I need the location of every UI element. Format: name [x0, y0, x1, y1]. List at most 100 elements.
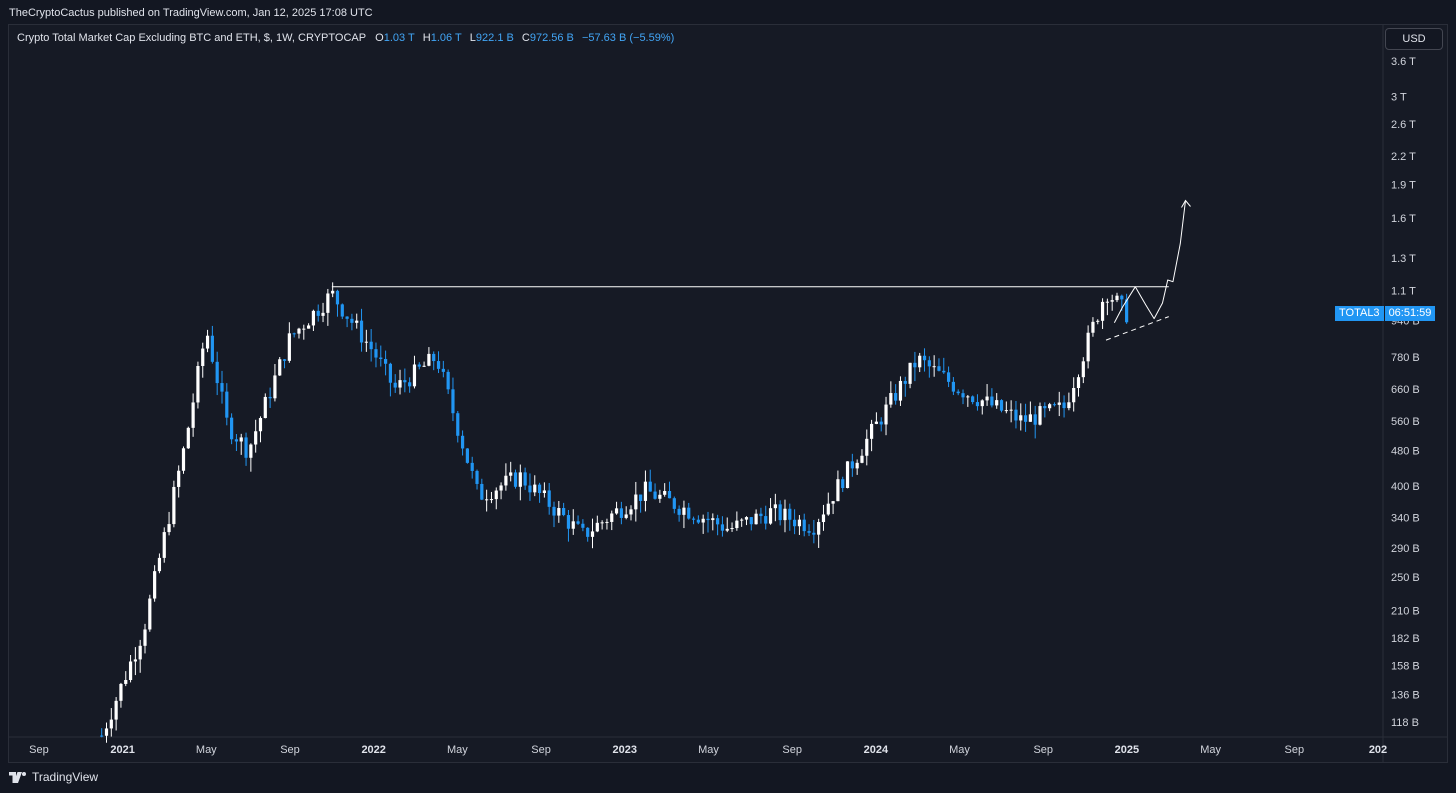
- candle: [716, 514, 720, 536]
- projection-path: [1113, 200, 1187, 323]
- candle: [109, 708, 113, 737]
- candle: [711, 513, 715, 531]
- price-axis-label: 210 B: [1391, 606, 1420, 618]
- price-tag-ticker: TOTAL3: [1335, 306, 1384, 321]
- candle: [552, 501, 556, 528]
- candle: [1067, 392, 1071, 411]
- price-axis-label: 1.1 T: [1391, 285, 1416, 297]
- price-axis-label: 400 B: [1391, 481, 1420, 493]
- candle: [691, 516, 696, 525]
- candle: [831, 500, 835, 515]
- candle: [1062, 395, 1066, 418]
- candle: [850, 453, 854, 477]
- candle: [210, 325, 214, 364]
- candle: [427, 347, 431, 367]
- candle: [316, 304, 320, 322]
- candle: [403, 368, 407, 393]
- candle: [408, 377, 412, 393]
- candle: [802, 513, 806, 537]
- high-label: H: [422, 32, 431, 44]
- candle: [971, 395, 975, 405]
- candle: [494, 487, 498, 510]
- currency-button[interactable]: USD: [1385, 28, 1443, 50]
- price-axis-label: 560 B: [1391, 416, 1420, 428]
- candle: [254, 419, 258, 453]
- candle: [894, 384, 898, 405]
- candle: [778, 500, 782, 526]
- price-axis-label: 2.6 T: [1391, 119, 1416, 131]
- candle: [456, 411, 460, 443]
- candle: [369, 329, 373, 362]
- price-axis-label: 118 B: [1391, 717, 1419, 729]
- candle: [648, 469, 652, 492]
- time-axis-label: May: [698, 744, 719, 756]
- price-axis-label: 1.3 T: [1391, 253, 1416, 265]
- candle: [355, 313, 359, 329]
- candle: [143, 623, 147, 654]
- candle: [1081, 357, 1085, 384]
- close-label: C: [521, 32, 530, 44]
- candle: [104, 722, 109, 743]
- candle: [759, 507, 763, 524]
- price-tag: TOTAL3 06:51:59: [1335, 306, 1436, 321]
- published-info: TheCryptoCactus published on TradingView…: [9, 7, 373, 19]
- candle: [263, 393, 267, 419]
- candle: [793, 509, 797, 535]
- candle: [412, 355, 417, 389]
- candle: [586, 527, 590, 542]
- candle: [268, 387, 272, 408]
- time-axis-label: 2021: [110, 744, 134, 756]
- candle: [547, 483, 551, 515]
- candle: [1009, 400, 1013, 423]
- candle: [619, 501, 623, 525]
- candle: [764, 505, 768, 530]
- time-axis-label: 2024: [864, 744, 889, 756]
- candle: [754, 509, 758, 525]
- candle: [523, 467, 527, 490]
- candle: [153, 565, 157, 602]
- candle: [821, 504, 826, 531]
- candle: [600, 520, 604, 530]
- candle: [788, 503, 792, 531]
- candle: [581, 519, 585, 532]
- candle: [653, 483, 657, 500]
- candle: [869, 419, 874, 452]
- candle: [946, 366, 951, 388]
- candle: [634, 481, 638, 522]
- candle: [783, 499, 787, 533]
- candle: [841, 476, 845, 493]
- candle: [542, 482, 546, 498]
- candle: [157, 553, 162, 574]
- candle: [133, 647, 137, 676]
- candle: [1115, 292, 1119, 303]
- candle: [441, 360, 445, 378]
- candle: [1091, 317, 1095, 337]
- candle: [364, 329, 368, 352]
- candle: [475, 469, 479, 490]
- candle: [687, 502, 691, 520]
- projection-arrowhead: [1181, 199, 1191, 208]
- time-axis-label: 2022: [361, 744, 385, 756]
- close-value: 972.56 B: [529, 32, 574, 44]
- candle: [436, 351, 441, 374]
- tradingview-logo[interactable]: TradingView: [9, 770, 98, 784]
- candle: [975, 394, 980, 411]
- candle: [918, 352, 922, 373]
- candle: [614, 501, 619, 515]
- candle: [499, 482, 503, 500]
- candle: [186, 426, 190, 449]
- candle: [730, 522, 734, 532]
- time-axis-label: Sep: [531, 744, 551, 756]
- candle: [639, 494, 643, 513]
- candle: [720, 516, 725, 537]
- candle: [1072, 377, 1076, 412]
- time-axis-label: Sep: [1285, 744, 1305, 756]
- candle: [807, 524, 811, 537]
- price-axis-label: 340 B: [1391, 512, 1420, 524]
- chart-panel[interactable]: [8, 24, 1448, 763]
- price-tag-countdown: 06:51:59: [1384, 306, 1436, 321]
- open-value: 1.03 T: [383, 32, 415, 44]
- candle: [701, 514, 705, 534]
- candle: [278, 356, 282, 376]
